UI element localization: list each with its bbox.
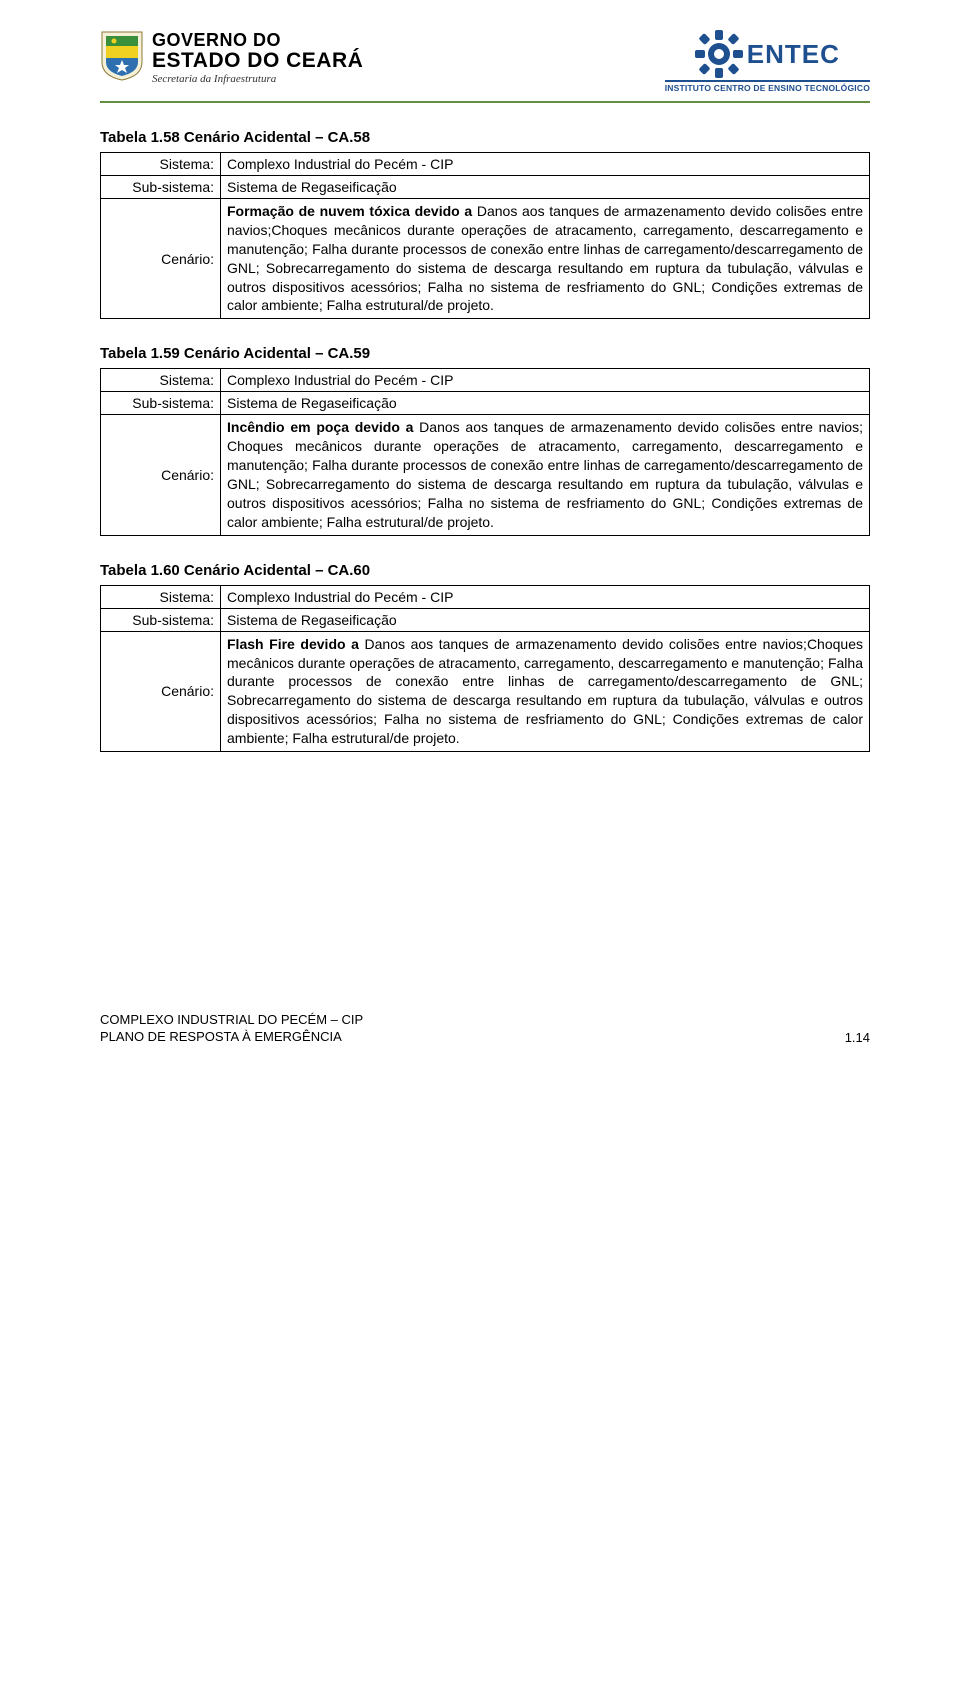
subsistema-value: Sistema de Regaseificação [221,392,870,415]
sistema-label: Sistema: [101,585,221,608]
govt-text-block: GOVERNO DO ESTADO DO CEARÁ Secretaria da… [152,30,363,85]
entec-subtitle: INSTITUTO CENTRO DE ENSINO TECNOLÓGICO [665,80,870,93]
subsistema-label: Sub-sistema: [101,608,221,631]
sistema-label: Sistema: [101,153,221,176]
govt-line1: GOVERNO DO [152,30,363,51]
page-header: GOVERNO DO ESTADO DO CEARÁ Secretaria da… [100,30,870,103]
entec-name: ENTEC [747,39,840,70]
footer-line1: COMPLEXO INDUSTRIAL DO PECÉM – CIP [100,1012,870,1029]
scenario-table: Sistema:Complexo Industrial do Pecém - C… [100,152,870,319]
table-title: Tabela 1.59 Cenário Acidental – CA.59 [100,345,870,362]
table-title: Tabela 1.60 Cenário Acidental – CA.60 [100,562,870,579]
table-title: Tabela 1.58 Cenário Acidental – CA.58 [100,129,870,146]
scenario-table: Sistema:Complexo Industrial do Pecém - C… [100,585,870,752]
subsistema-label: Sub-sistema: [101,392,221,415]
cenario-label: Cenário: [101,199,221,319]
sistema-value: Complexo Industrial do Pecém - CIP [221,369,870,392]
govt-line2: ESTADO DO CEARÁ [152,51,363,71]
cenario-label: Cenário: [101,415,221,535]
gear-icon [695,30,743,78]
page-footer: COMPLEXO INDUSTRIAL DO PECÉM – CIP PLANO… [100,1012,870,1045]
govt-line3: Secretaria da Infraestrutura [152,73,363,85]
cenario-value: Incêndio em poça devido a Danos aos tanq… [221,415,870,535]
ceara-shield-icon [100,30,144,82]
subsistema-value: Sistema de Regaseificação [221,176,870,199]
entec-logo: ENTEC INSTITUTO CENTRO DE ENSINO TECNOLÓ… [665,30,870,93]
subsistema-value: Sistema de Regaseificação [221,608,870,631]
cenario-value: Flash Fire devido a Danos aos tanques de… [221,631,870,751]
govt-logo: GOVERNO DO ESTADO DO CEARÁ Secretaria da… [100,30,363,85]
cenario-value: Formação de nuvem tóxica devido a Danos … [221,199,870,319]
sistema-value: Complexo Industrial do Pecém - CIP [221,153,870,176]
sistema-label: Sistema: [101,369,221,392]
subsistema-label: Sub-sistema: [101,176,221,199]
sistema-value: Complexo Industrial do Pecém - CIP [221,585,870,608]
scenario-table: Sistema:Complexo Industrial do Pecém - C… [100,368,870,535]
cenario-label: Cenário: [101,631,221,751]
